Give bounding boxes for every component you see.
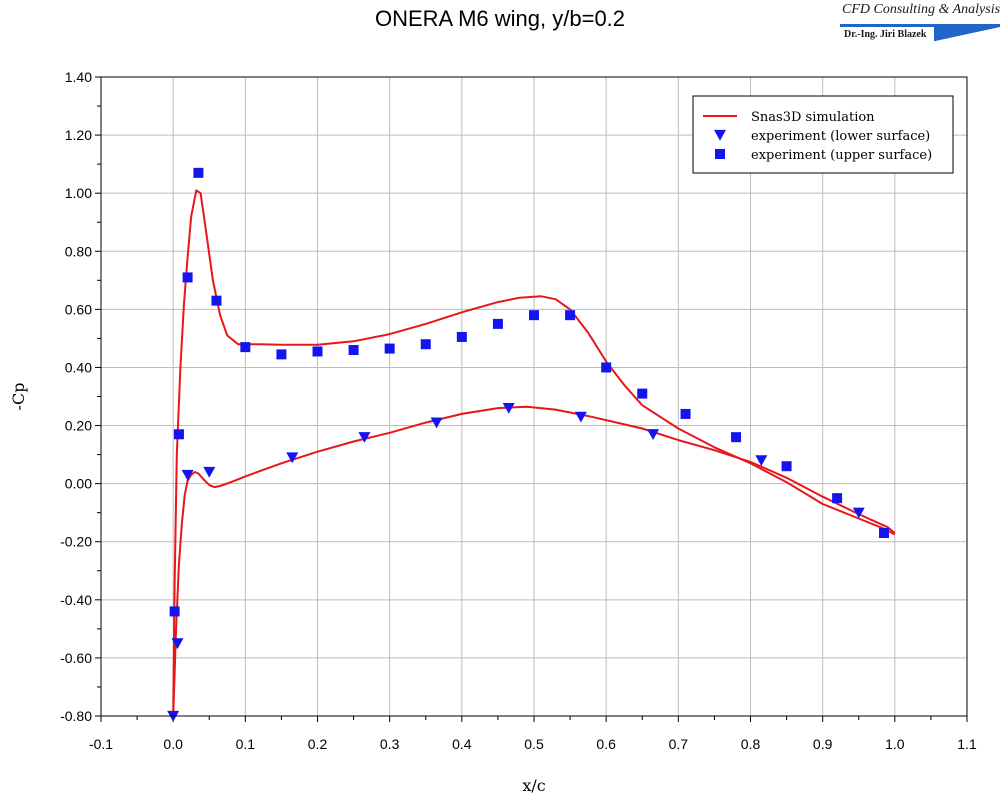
plot-frame [100,76,968,717]
x-tick-label: 0.6 [596,736,616,752]
upper-surface-point [211,295,222,306]
upper-surface-point [182,272,193,283]
x-tick-label: 0.9 [813,736,833,752]
lower-surface-point [171,638,184,650]
lower-surface-point [203,466,216,478]
upper-surface-point [601,362,612,373]
legend-label: experiment (lower surface) [751,129,930,144]
x-tick-label: 0.8 [741,736,761,752]
legend-label: experiment (upper surface) [751,148,932,163]
x-tick-label: 0.5 [524,736,544,752]
y-tick-label: -0.80 [60,708,92,724]
x-tick-labels: -0.1 0.0 0.1 0.2 0.3 0.4 0.5 0.6 0.7 0.8 0.9 1.0 1.1 [89,736,977,752]
x-tick-label: 0.4 [452,736,472,752]
x-axis-title: x/c [522,776,545,795]
upper-surface-point [781,461,792,472]
simulation-line [172,405,896,717]
legend-box [692,95,954,174]
lower-surface-point [852,507,865,519]
upper-surface-point [173,429,184,440]
upper-surface-point [565,310,576,321]
x-tick-label: 0.3 [380,736,400,752]
y-tick-label: 1.40 [65,69,92,85]
upper-surface-point [169,606,180,617]
y-tick-label: 1.20 [65,127,92,143]
upper-surface-point [420,339,431,350]
x-tick-label: 1.1 [957,736,977,752]
upper-surface-point [312,346,323,357]
logo-wedge [926,27,1000,43]
lower-surface-point [286,452,299,464]
lower-surface-point [430,417,443,429]
legend-label: Snas3D simulation [751,110,875,125]
y-tick-label: -0.60 [60,650,92,666]
x-tick-label: 0.7 [669,736,689,752]
lower-surface-point [574,411,587,423]
upper-surface-point [879,528,890,539]
upper-surface-point [731,432,742,443]
lower-surface-point [358,432,371,443]
grid [101,77,967,716]
lower-surface-point [502,403,515,414]
simulation-line [172,189,896,717]
upper-surface-point [456,331,467,342]
y-tick-label: 1.00 [65,185,92,201]
x-tick-label: 0.0 [163,736,183,752]
upper-surface-point [637,388,648,399]
upper-surface-point [680,408,691,419]
upper-surface-point [348,345,359,356]
logo-sub-text: Dr.-Ing. Jiri Blazek [840,27,934,43]
upper-surface-point [276,349,287,360]
lower-surface-point [181,469,194,481]
x-tick-label: 0.1 [236,736,256,752]
upper-surface-point [832,493,843,504]
y-tick-label: 0.20 [65,418,92,434]
company-logo: CFD Consulting & Analysis Dr.-Ing. Jiri … [826,0,1000,46]
lower-surface-point [755,455,768,467]
y-axis-title: -Cp [9,383,28,411]
y-tick-label: -0.20 [60,534,92,550]
logo-bar [840,24,1000,27]
logo-main-text: CFD Consulting & Analysis [842,2,1000,17]
x-tick-label: 1.0 [885,736,905,752]
series [167,167,896,722]
y-tick-label: 0.40 [65,359,92,375]
chart-title: ONERA M6 wing, y/b=0.2 [374,6,626,31]
axis-ticks [95,76,968,722]
x-tick-label: -0.1 [89,736,113,752]
legend: Snas3D simulation experiment (lower surfa… [692,95,954,174]
y-tick-label: 0.60 [65,301,92,317]
upper-surface-point [529,310,539,321]
upper-surface-point [492,318,503,329]
upper-surface-point [193,167,204,178]
upper-surface-point [384,343,395,354]
x-tick-label: 0.2 [308,736,328,752]
y-tick-label: 0.00 [65,476,92,492]
legend-square-swatch [715,149,725,159]
y-tick-label: 0.80 [65,243,92,259]
upper-surface-point [240,342,251,353]
y-tick-label: -0.40 [60,592,92,608]
y-tick-labels: -0.80 -0.60 -0.40 -0.20 0.00 0.20 0.40 0.60 0.80… [60,69,92,724]
lower-surface-point [647,429,660,440]
legend-triangle-swatch [714,129,726,141]
